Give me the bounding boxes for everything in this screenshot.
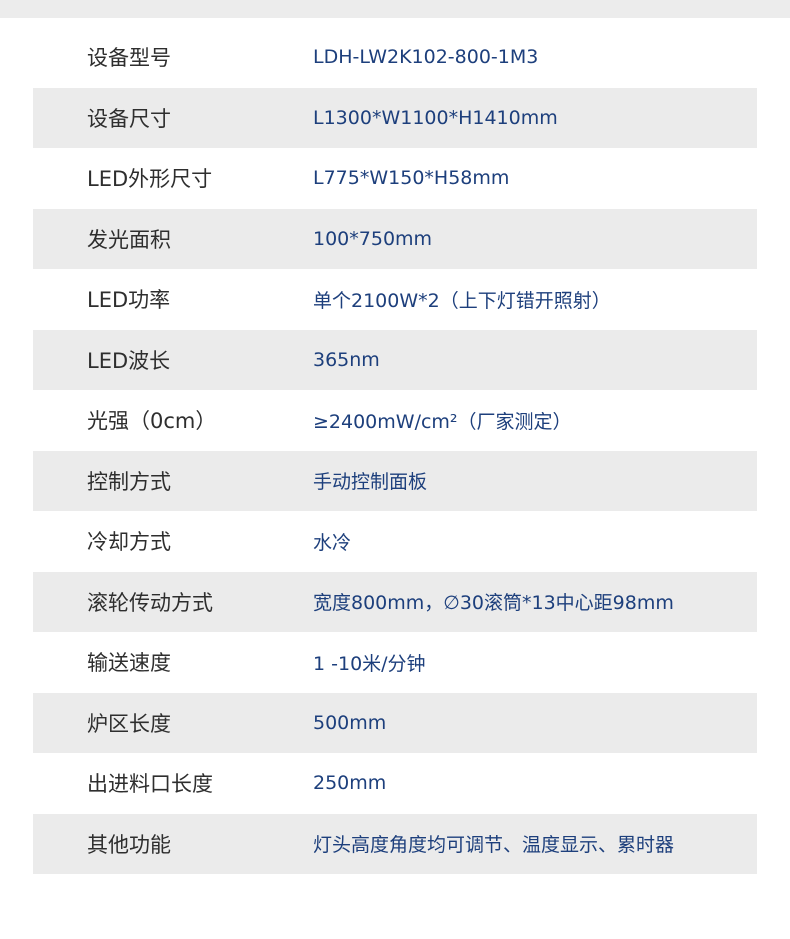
spec-value: ≥2400mW/cm²（厂家测定）: [313, 410, 572, 433]
spec-row: 输送速度 1 -10米/分钟: [33, 632, 757, 693]
spec-label: 其他功能: [87, 832, 171, 857]
spec-label: 滚轮传动方式: [87, 590, 213, 615]
spec-row: LED功率 单个2100W*2（上下灯错开照射）: [33, 269, 757, 330]
spec-value: 宽度800mm，∅30滚筒*13中心距98mm: [313, 592, 674, 615]
spec-value: L775*W150*H58mm: [313, 167, 510, 190]
spec-row: 滚轮传动方式 宽度800mm，∅30滚筒*13中心距98mm: [33, 571, 757, 632]
spec-label: 设备型号: [87, 46, 171, 71]
spec-row: 光强（0cm） ≥2400mW/cm²（厂家测定）: [33, 390, 757, 451]
spec-row: 设备尺寸 L1300*W1100*H1410mm: [33, 87, 757, 148]
spec-value: 灯头高度角度均可调节、温度显示、累时器: [313, 834, 675, 857]
spec-row: 发光面积 100*750mm: [33, 208, 757, 269]
spec-row: 冷却方式 水冷: [33, 511, 757, 572]
spec-row: LED波长 365nm: [33, 329, 757, 390]
spec-value: L1300*W1100*H1410mm: [313, 106, 558, 129]
spec-label: 出进料口长度: [87, 772, 213, 797]
spec-label: LED功率: [87, 288, 171, 313]
spec-value: 手动控制面板: [313, 471, 428, 494]
spec-label: 发光面积: [87, 227, 171, 252]
top-divider-bar: [0, 0, 790, 18]
spec-label: 控制方式: [87, 469, 171, 494]
spec-row: 炉区长度 500mm: [33, 692, 757, 753]
spec-label: 冷却方式: [87, 530, 171, 555]
spec-value: LDH-LW2K102-800-1M3: [313, 46, 539, 69]
spec-label: 输送速度: [87, 651, 171, 676]
spec-value: 单个2100W*2（上下灯错开照射）: [313, 289, 611, 312]
spec-row: 控制方式 手动控制面板: [33, 450, 757, 511]
spec-label: 设备尺寸: [87, 106, 171, 131]
spec-row: 设备型号 LDH-LW2K102-800-1M3: [33, 27, 757, 88]
spec-value: 500mm: [313, 711, 387, 734]
spec-row: LED外形尺寸 L775*W150*H58mm: [33, 148, 757, 209]
spec-table: 设备型号 LDH-LW2K102-800-1M3 设备尺寸 L1300*W1100*H…: [33, 27, 757, 874]
spec-label: LED波长: [87, 348, 171, 373]
spec-value: 365nm: [313, 348, 380, 371]
spec-value: 250mm: [313, 772, 387, 795]
spec-row: 其他功能 灯头高度角度均可调节、温度显示、累时器: [33, 813, 757, 874]
spec-value: 1 -10米/分钟: [313, 652, 426, 675]
spec-label: LED外形尺寸: [87, 167, 213, 192]
spec-label: 光强（0cm）: [87, 409, 217, 434]
spec-label: 炉区长度: [87, 711, 171, 736]
spec-row: 出进料口长度 250mm: [33, 753, 757, 814]
spec-value: 水冷: [313, 531, 352, 554]
spec-value: 100*750mm: [313, 227, 433, 250]
